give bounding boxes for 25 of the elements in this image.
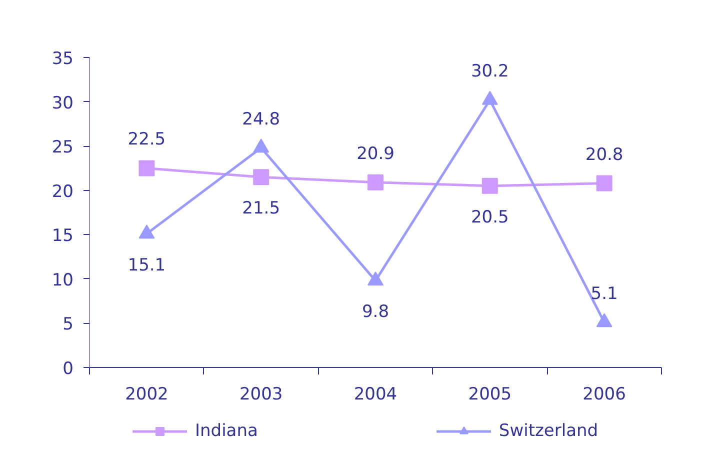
x-tick-label: 2004 [354,384,398,404]
y-tick-label: 35 [52,49,74,69]
data-label: 30.2 [470,62,509,82]
x-tick-label: 2003 [239,384,283,404]
y-tick-label: 25 [52,138,74,158]
data-label: 20.8 [585,144,624,165]
x-tick-label: 2002 [125,384,168,404]
x-tick-label: 2006 [582,384,626,404]
x-tick-label: 2005 [468,384,512,404]
data-label: 22.5 [128,130,166,150]
data-label: 15.1 [128,255,166,276]
y-tick-label: 0 [62,359,74,379]
y-tick-label: 5 [62,314,74,335]
data-label: 20.5 [470,207,509,228]
y-tick-label: 15 [52,226,74,246]
y-tick-label: 20 [52,182,74,202]
y-tick-label: 30 [52,93,74,114]
data-label: 21.5 [242,198,280,219]
y-tick-label: 10 [52,270,74,290]
legend-label: Switzerland [498,421,598,441]
data-label: 5.1 [590,284,618,304]
data-label: 9.8 [362,302,390,322]
data-label: 20.9 [356,144,394,164]
data-label: 24.8 [242,109,280,130]
legend-label: Indiana [195,421,258,441]
